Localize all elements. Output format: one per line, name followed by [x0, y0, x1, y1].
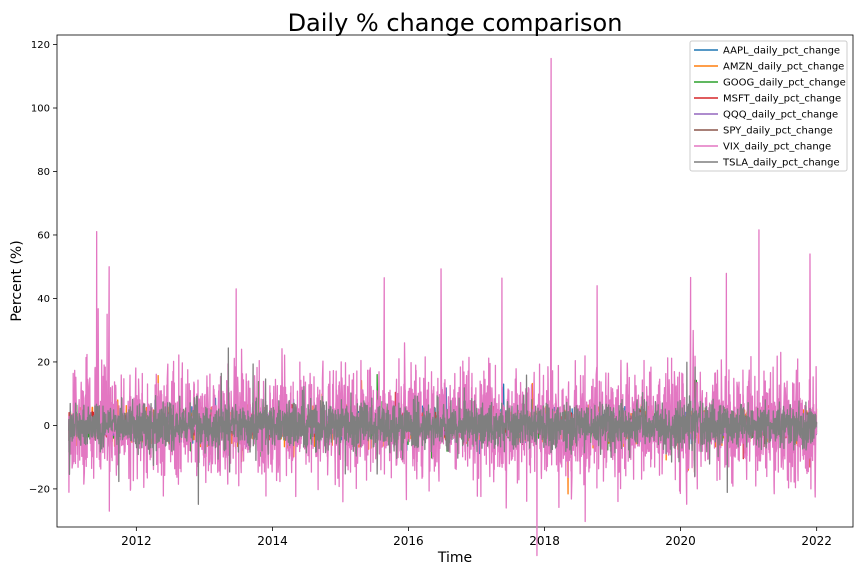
y-axis: −20 0 20 40 60 80 100 120	[29, 40, 57, 495]
plot-frame	[56, 34, 854, 528]
y-tick-label: 100	[31, 104, 50, 115]
x-tick-label: 2016	[393, 534, 424, 548]
legend-label: MSFT_daily_pct_change	[723, 94, 841, 105]
chart-title: Daily % change comparison	[288, 9, 623, 37]
y-tick-label: −20	[29, 484, 50, 495]
y-tick-label: 60	[37, 230, 50, 241]
legend-label: GOOG_daily_pct_change	[723, 78, 846, 89]
legend-label: AAPL_daily_pct_change	[723, 46, 840, 57]
legend-label: TSLA_daily_pct_change	[722, 158, 840, 169]
legend-label: VIX_daily_pct_change	[723, 142, 831, 153]
legend-items: AAPL_daily_pct_change AMZN_daily_pct_chan…	[694, 46, 846, 169]
legend-box	[689, 40, 848, 172]
legend: AAPL_daily_pct_change AMZN_daily_pct_chan…	[689, 40, 848, 172]
legend-label: SPY_daily_pct_change	[723, 126, 833, 137]
plot-area	[56, 34, 854, 557]
y-tick-label: 120	[31, 40, 50, 51]
series-line	[68, 347, 818, 505]
x-axis-title: Time	[437, 550, 472, 566]
x-tick-label: 2012	[121, 534, 152, 548]
x-tick-label: 2022	[801, 534, 832, 548]
y-tick-label: 40	[37, 294, 50, 305]
y-tick-label: 0	[44, 421, 50, 432]
y-tick-label: 20	[37, 357, 50, 368]
series-layer	[68, 57, 818, 557]
x-tick-label: 2020	[665, 534, 696, 548]
legend-label: QQQ_daily_pct_change	[723, 110, 838, 121]
x-axis: 2012 2014 2016 2018 2020 2022	[121, 527, 832, 548]
y-axis-title: Percent (%)	[9, 240, 25, 321]
x-tick-label: 2014	[257, 534, 288, 548]
x-tick-label: 2018	[529, 534, 560, 548]
y-tick-label: 80	[37, 167, 50, 178]
legend-label: AMZN_daily_pct_change	[723, 62, 844, 73]
